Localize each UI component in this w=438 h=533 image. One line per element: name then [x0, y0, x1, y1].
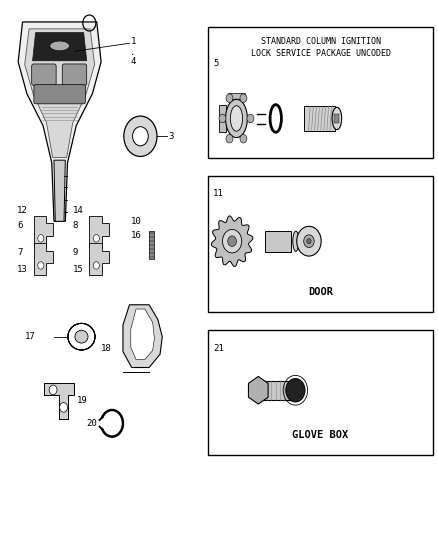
Polygon shape: [89, 243, 109, 275]
Circle shape: [38, 262, 44, 269]
Text: 7: 7: [17, 248, 23, 257]
Polygon shape: [34, 243, 53, 275]
Text: GLOVE BOX: GLOVE BOX: [293, 430, 349, 440]
Circle shape: [93, 262, 99, 269]
Text: 20: 20: [87, 419, 98, 428]
Text: DOOR: DOOR: [308, 287, 333, 297]
Polygon shape: [54, 160, 65, 221]
Polygon shape: [44, 383, 74, 419]
Text: 13: 13: [17, 265, 28, 274]
Circle shape: [307, 239, 311, 244]
FancyBboxPatch shape: [34, 85, 85, 104]
Polygon shape: [32, 33, 87, 61]
Text: 17: 17: [25, 332, 35, 341]
Text: 18: 18: [101, 344, 112, 353]
Ellipse shape: [50, 41, 70, 51]
Text: LOCK SERVICE PACKAGE UNCODED: LOCK SERVICE PACKAGE UNCODED: [251, 49, 391, 58]
Text: 11: 11: [213, 189, 224, 198]
Circle shape: [228, 236, 237, 246]
Text: STANDARD COLUMN IGNITION: STANDARD COLUMN IGNITION: [261, 37, 381, 46]
Text: 6: 6: [17, 221, 23, 230]
Bar: [304, 106, 335, 131]
Circle shape: [226, 134, 233, 143]
Polygon shape: [89, 216, 109, 248]
Circle shape: [240, 94, 247, 102]
Ellipse shape: [332, 107, 342, 130]
Bar: [219, 105, 226, 132]
Polygon shape: [123, 305, 162, 368]
Circle shape: [240, 134, 247, 143]
Ellipse shape: [75, 330, 88, 343]
Bar: [228, 93, 245, 99]
Text: 9: 9: [73, 248, 78, 257]
Text: 10: 10: [131, 217, 141, 227]
Text: 14: 14: [73, 206, 84, 215]
Bar: [149, 231, 154, 259]
Circle shape: [304, 235, 314, 247]
Polygon shape: [131, 309, 154, 360]
Text: 19: 19: [77, 396, 88, 405]
Text: 21: 21: [213, 344, 224, 353]
FancyBboxPatch shape: [32, 64, 56, 85]
Circle shape: [124, 116, 157, 157]
Text: 15: 15: [73, 265, 84, 274]
Polygon shape: [18, 22, 101, 221]
Ellipse shape: [226, 99, 247, 138]
Bar: [208, 27, 433, 158]
Circle shape: [93, 235, 99, 242]
Ellipse shape: [293, 231, 299, 251]
Circle shape: [247, 114, 254, 123]
Circle shape: [133, 127, 148, 146]
Text: 1: 1: [131, 37, 136, 46]
Circle shape: [38, 235, 44, 242]
Bar: [258, 381, 293, 400]
Circle shape: [297, 227, 321, 256]
Circle shape: [49, 385, 57, 394]
Polygon shape: [211, 216, 253, 266]
Text: 4: 4: [131, 58, 136, 66]
Text: 16: 16: [131, 231, 141, 240]
Bar: [208, 176, 433, 312]
Bar: [265, 231, 290, 252]
Text: 12: 12: [17, 206, 28, 215]
Circle shape: [226, 94, 233, 102]
Polygon shape: [25, 29, 95, 158]
Circle shape: [286, 378, 305, 402]
FancyBboxPatch shape: [62, 64, 87, 85]
Polygon shape: [248, 376, 268, 404]
Circle shape: [60, 402, 67, 412]
Ellipse shape: [230, 106, 243, 131]
Circle shape: [223, 230, 242, 253]
Polygon shape: [34, 216, 53, 248]
Bar: [208, 330, 433, 455]
Text: .: .: [131, 48, 136, 56]
Text: 5: 5: [213, 59, 219, 68]
Text: 8: 8: [73, 221, 78, 230]
Text: 3: 3: [169, 132, 174, 141]
Bar: [334, 114, 339, 123]
Circle shape: [219, 114, 226, 123]
